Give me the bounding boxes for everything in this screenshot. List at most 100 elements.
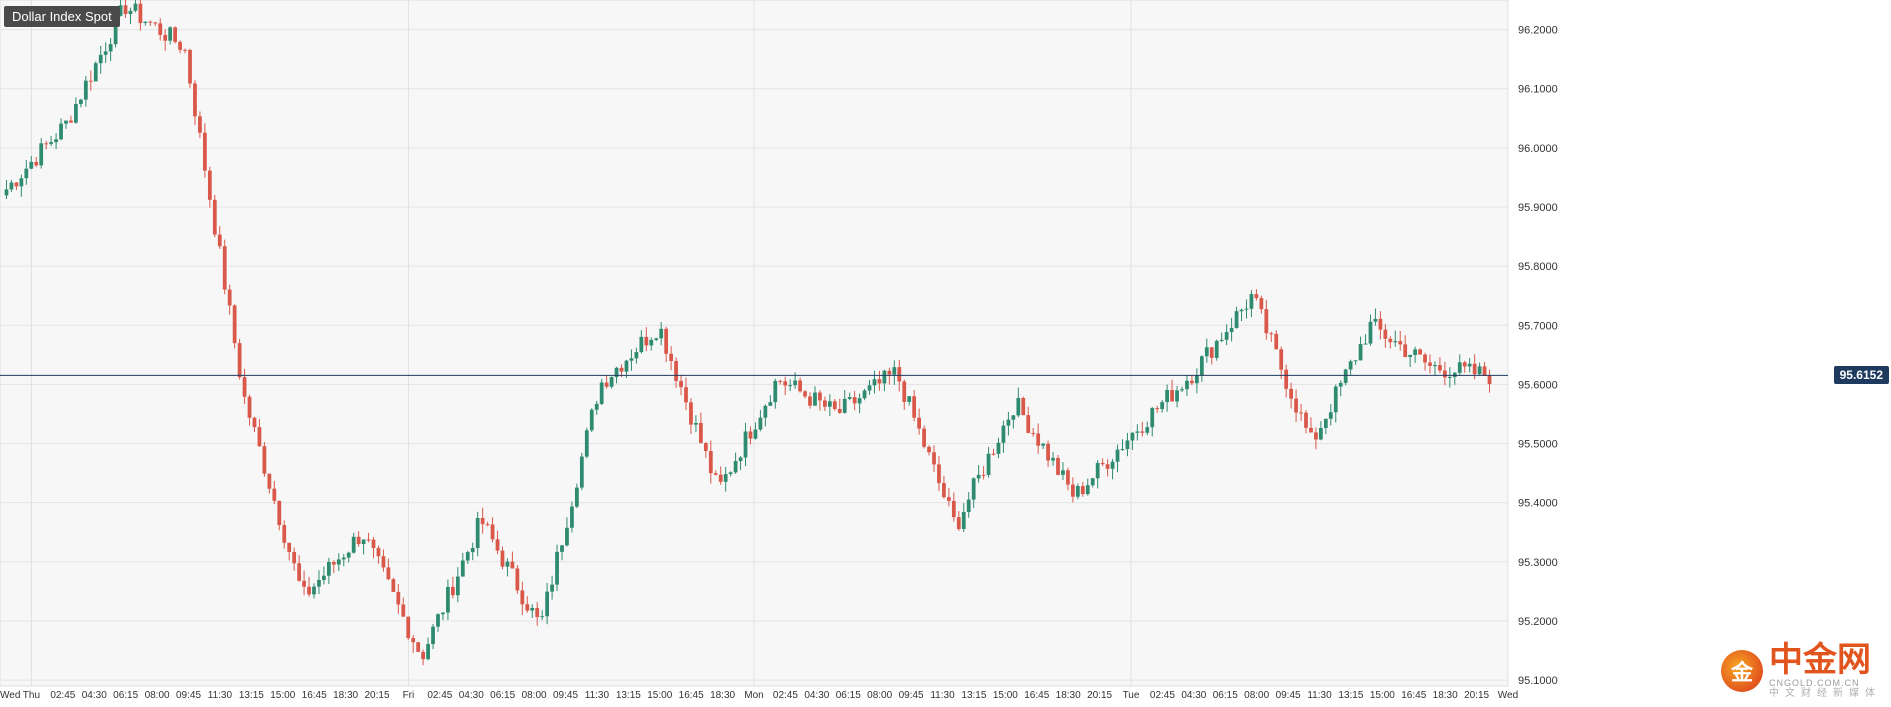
- candle-body: [971, 478, 976, 500]
- candle-body: [207, 170, 212, 200]
- candle-body: [1294, 398, 1298, 413]
- candle-body: [1110, 461, 1115, 469]
- candle-body: [193, 83, 197, 117]
- candle-body: [153, 22, 158, 24]
- y-tick-label: 95.5000: [1518, 439, 1558, 451]
- candle-body: [64, 120, 68, 124]
- candle-body: [808, 396, 812, 406]
- candle-body: [247, 396, 252, 418]
- candle-body: [1442, 370, 1447, 378]
- candle-body: [480, 517, 485, 525]
- candle-body: [986, 453, 991, 475]
- candle-body: [644, 336, 649, 346]
- candle-body: [1423, 354, 1427, 363]
- x-tick-label: 11:30: [930, 690, 955, 701]
- x-tick-label: Fri: [403, 690, 415, 701]
- x-tick-label: 15:00: [993, 690, 1018, 701]
- candle-body: [902, 381, 907, 402]
- x-tick-label: Wed: [1498, 690, 1518, 701]
- candle-body: [59, 123, 63, 140]
- candle-body: [1413, 349, 1418, 355]
- candle-body: [867, 385, 872, 391]
- x-tick-label: 18:30: [1433, 690, 1458, 701]
- candle-body: [639, 336, 644, 353]
- candle-body: [728, 472, 733, 475]
- candle-body: [1100, 462, 1105, 465]
- x-tick-label: 18:30: [710, 690, 735, 701]
- candle-body: [684, 387, 688, 403]
- x-tick-label: 16:45: [1401, 690, 1426, 701]
- candle-body: [1016, 398, 1021, 416]
- candle-body: [485, 524, 490, 526]
- candle-body: [1289, 388, 1294, 399]
- x-tick-label: 15:00: [647, 690, 672, 701]
- candle-body: [163, 34, 168, 41]
- candle-body: [798, 380, 802, 392]
- candle-body: [897, 367, 902, 382]
- x-tick-label: 02:45: [1150, 690, 1175, 701]
- candle-body: [78, 99, 83, 105]
- x-tick-label: 20:15: [364, 690, 389, 701]
- y-tick-label: 95.1000: [1518, 675, 1558, 687]
- candle-body: [1194, 375, 1199, 384]
- candle-body: [54, 139, 58, 143]
- candle-body: [832, 401, 837, 409]
- candle-body: [917, 417, 922, 429]
- candle-body: [346, 552, 351, 558]
- candle-body: [1477, 366, 1482, 375]
- candle-body: [351, 536, 356, 553]
- candle-body: [703, 443, 708, 452]
- candle-body: [793, 380, 798, 386]
- candle-body: [679, 380, 683, 388]
- candle-body: [847, 397, 852, 399]
- x-tick-label: 20:15: [1087, 690, 1112, 701]
- candle-body: [1080, 486, 1085, 495]
- candle-body: [912, 396, 917, 418]
- candle-body: [1125, 440, 1130, 450]
- candle-body: [877, 379, 882, 384]
- candle-body: [942, 483, 946, 498]
- candle-body: [287, 542, 292, 553]
- x-tick-label: 16:45: [679, 690, 704, 701]
- candle-body: [396, 591, 401, 605]
- candle-body: [515, 568, 520, 591]
- candle-body: [356, 536, 361, 544]
- candle-body: [614, 367, 619, 378]
- candle-body: [1284, 369, 1289, 389]
- candle-body: [574, 487, 579, 507]
- candle-body: [882, 370, 887, 384]
- candle-body: [1090, 478, 1095, 486]
- candle-body: [1224, 332, 1229, 340]
- candle-body: [371, 539, 376, 549]
- candle-body: [599, 382, 604, 404]
- candle-body: [113, 15, 118, 45]
- last-price-tag: 95.6152: [1833, 366, 1889, 385]
- candle-body: [946, 497, 951, 501]
- candle-body: [976, 474, 981, 479]
- candle-body: [1051, 457, 1055, 461]
- candle-body: [594, 403, 599, 410]
- x-tick-label: 06:15: [490, 690, 515, 701]
- candle-body: [1378, 318, 1383, 330]
- candle-body: [713, 473, 718, 475]
- candle-body: [674, 361, 678, 381]
- x-tick-label: 08:00: [145, 690, 170, 701]
- candle-body: [277, 500, 282, 526]
- candle-body: [659, 328, 664, 339]
- candle-body: [455, 576, 460, 596]
- candle-body: [69, 120, 73, 123]
- candle-body: [1433, 365, 1437, 367]
- candle-body: [183, 49, 187, 51]
- x-tick-label: 09:45: [553, 690, 578, 701]
- candle-body: [649, 339, 654, 346]
- candle-body: [872, 379, 877, 386]
- candle-body: [138, 3, 143, 24]
- candle-body: [1438, 365, 1442, 371]
- candle-body: [1239, 309, 1244, 312]
- x-tick-label: 04:30: [459, 690, 484, 701]
- candle-body: [232, 305, 237, 344]
- candle-body: [788, 385, 793, 387]
- x-tick-label: 02:45: [427, 690, 452, 701]
- candle-body: [262, 446, 267, 474]
- x-tick-label: 04:30: [1181, 690, 1206, 701]
